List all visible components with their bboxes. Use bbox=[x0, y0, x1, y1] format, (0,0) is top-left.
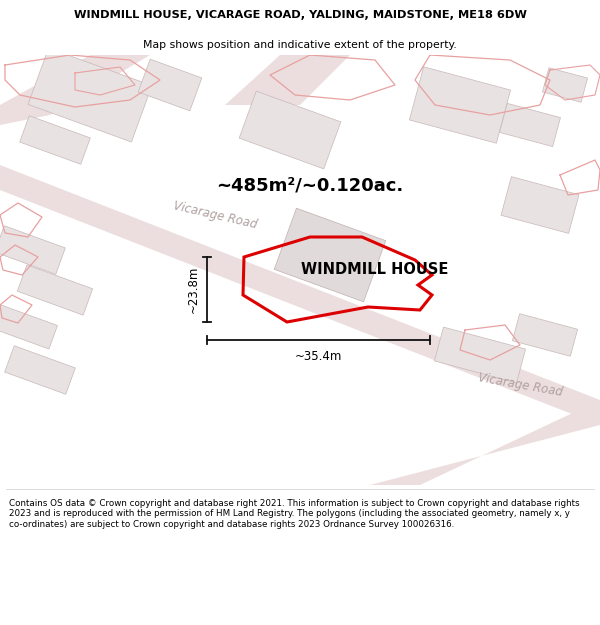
Text: ~35.4m: ~35.4m bbox=[295, 350, 342, 363]
Text: ~485m²/~0.120ac.: ~485m²/~0.120ac. bbox=[217, 176, 404, 194]
Polygon shape bbox=[501, 177, 579, 233]
Polygon shape bbox=[0, 226, 65, 274]
Polygon shape bbox=[17, 265, 92, 315]
Polygon shape bbox=[239, 91, 341, 169]
Polygon shape bbox=[0, 55, 150, 125]
Polygon shape bbox=[512, 314, 578, 356]
Text: Contains OS data © Crown copyright and database right 2021. This information is : Contains OS data © Crown copyright and d… bbox=[9, 499, 580, 529]
Polygon shape bbox=[409, 67, 511, 143]
Text: Vicarage Road: Vicarage Road bbox=[476, 371, 563, 399]
Polygon shape bbox=[370, 400, 600, 485]
Polygon shape bbox=[542, 68, 587, 102]
Text: ~23.8m: ~23.8m bbox=[187, 266, 200, 313]
Polygon shape bbox=[0, 165, 600, 425]
Polygon shape bbox=[225, 55, 350, 105]
Polygon shape bbox=[0, 305, 58, 349]
Polygon shape bbox=[28, 48, 152, 142]
Text: WINDMILL HOUSE, VICARAGE ROAD, YALDING, MAIDSTONE, ME18 6DW: WINDMILL HOUSE, VICARAGE ROAD, YALDING, … bbox=[74, 10, 526, 20]
Text: Map shows position and indicative extent of the property.: Map shows position and indicative extent… bbox=[143, 39, 457, 49]
Polygon shape bbox=[434, 327, 526, 383]
Polygon shape bbox=[20, 116, 91, 164]
Text: WINDMILL HOUSE: WINDMILL HOUSE bbox=[301, 262, 449, 278]
Polygon shape bbox=[5, 346, 76, 394]
Polygon shape bbox=[274, 208, 386, 302]
Text: Vicarage Road: Vicarage Road bbox=[172, 199, 258, 231]
Polygon shape bbox=[138, 59, 202, 111]
Polygon shape bbox=[500, 103, 560, 147]
